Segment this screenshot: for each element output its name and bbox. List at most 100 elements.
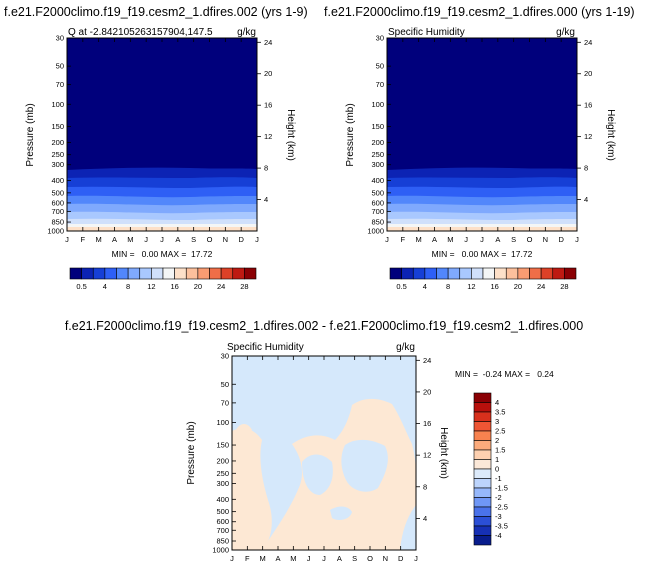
panel-b-colorbar-swatch bbox=[471, 267, 484, 280]
panel-c-colorbar-label: -1 bbox=[495, 474, 502, 483]
panel-b-pressure-tick-label: 30 bbox=[376, 34, 384, 43]
panel-a-colorbar-swatch bbox=[162, 267, 175, 280]
panel-b-pressure-tick-label: 1000 bbox=[367, 227, 384, 236]
panel-a-colorbar-swatch bbox=[127, 267, 141, 280]
panel-a-pressure-tick-label: 200 bbox=[51, 138, 64, 147]
panel-a-colorbar-swatch bbox=[185, 267, 199, 280]
panel-b-pressure-tick-label: 200 bbox=[371, 138, 384, 147]
panel-b-colorbar-swatch bbox=[517, 267, 530, 280]
panel-a-month-tick-label: D bbox=[238, 235, 244, 244]
panel-a-colorbar-label: 20 bbox=[194, 282, 202, 291]
panel-b-height-tick-label: 8 bbox=[584, 164, 588, 173]
panel-c-colorbar-swatch bbox=[473, 411, 492, 422]
panel-c-colorbar-label: -2.5 bbox=[495, 503, 508, 512]
panel-b-pressure-tick-label: 600 bbox=[371, 198, 384, 207]
panel-c-min-max: MIN = -0.24 MAX = 0.24 bbox=[455, 369, 554, 379]
panel-c-colorbar: 43.532.521.510-1-1.5-2-2.5-3-3.5-4 bbox=[473, 392, 508, 546]
panel-b-month-tick-label: N bbox=[543, 235, 548, 244]
panel-c-month-tick-label: O bbox=[367, 554, 373, 563]
panel-a-colorbar-swatch bbox=[197, 267, 210, 280]
panel-c-colorbar-label: -3 bbox=[495, 512, 502, 521]
panel-b-colorbar-label: 0.5 bbox=[396, 282, 406, 291]
panel-c-title: f.e21.F2000climo.f19_f19.cesm2_1.dfires.… bbox=[65, 319, 583, 333]
panel-b-subtitle: Specific Humidity bbox=[388, 27, 465, 38]
panel-b-pressure-tick-label: 850 bbox=[371, 218, 384, 227]
panel-c-colorbar-label: 1 bbox=[495, 455, 499, 464]
panel-c-pressure-tick-label: 300 bbox=[216, 479, 229, 488]
panel-c-pressure-tick-label: 850 bbox=[216, 537, 229, 546]
panel-b-height-tick-label: 16 bbox=[584, 101, 592, 110]
panel-a-pressure-tick-label: 1000 bbox=[47, 227, 64, 236]
panel-b-ylabel-right: Height (km) bbox=[605, 109, 616, 161]
panel-c-anomaly-2 bbox=[262, 398, 416, 550]
panel-b-min-max: MIN = 0.00 MAX = 17.72 bbox=[432, 249, 533, 259]
panel-b-colorbar-swatch bbox=[389, 267, 402, 280]
panel-c-colorbar-label: -1.5 bbox=[495, 484, 508, 493]
panel-a-title: f.e21.F2000climo.f19_f19.cesm2_1.dfires.… bbox=[4, 5, 308, 19]
panel-b-month-tick-label: J bbox=[480, 235, 484, 244]
panel-c-plot bbox=[232, 356, 416, 550]
panel-a-pressure-tick-label: 70 bbox=[56, 80, 64, 89]
panel-c-colorbar-label: 2 bbox=[495, 436, 499, 445]
panel-b-colorbar-label: 12 bbox=[467, 282, 475, 291]
panel-c-colorbar-swatch bbox=[473, 497, 492, 508]
panel-a-height-tick-label: 12 bbox=[264, 132, 272, 141]
panel-b-colorbar-swatch bbox=[529, 267, 542, 280]
panel-b-colorbar-label: 28 bbox=[560, 282, 568, 291]
panel-a-pressure-tick-label: 30 bbox=[56, 34, 64, 43]
panel-a-ylabel-right: Height (km) bbox=[285, 109, 296, 161]
panel-b-month-tick-label: M bbox=[447, 235, 453, 244]
panel-c-month-tick-label: D bbox=[398, 554, 404, 563]
panel-c-colorbar-label: 2.5 bbox=[495, 427, 505, 436]
panel-a-subtitle: Q at -2.842105263157904,147.5 bbox=[68, 27, 213, 38]
panel-a-height-tick-label: 20 bbox=[264, 69, 272, 78]
panel-b-pressure-tick-label: 50 bbox=[376, 62, 384, 71]
panel-a-pressure-tick-label: 500 bbox=[51, 188, 64, 197]
panel-a-colorbar-swatch bbox=[244, 267, 257, 280]
panel-a-colorbar-swatch bbox=[151, 267, 164, 280]
panel-a-ylabel: Pressure (mb) bbox=[25, 103, 36, 166]
panel-c-colorbar-swatch bbox=[473, 430, 492, 441]
panel-a-pressure-tick-label: 600 bbox=[51, 198, 64, 207]
panel-c-pressure-tick-label: 1000 bbox=[212, 546, 229, 555]
panel-b-month-tick-label: J bbox=[385, 235, 389, 244]
panel-b-colorbar-swatch bbox=[505, 267, 519, 280]
panel-c-pressure-tick-label: 250 bbox=[216, 469, 229, 478]
panel-a-colorbar-label: 28 bbox=[240, 282, 248, 291]
panel-c-pressure-tick-label: 70 bbox=[221, 398, 229, 407]
panel-c-colorbar-swatch bbox=[473, 535, 492, 546]
panel-c-subtitle: Specific Humidity bbox=[227, 342, 304, 353]
panel-c-colorbar-swatch bbox=[473, 478, 492, 489]
panel-a-height-tick-label: 16 bbox=[264, 101, 272, 110]
panel-c-month-tick-label: S bbox=[352, 554, 357, 563]
panel-a-colorbar-label: 4 bbox=[103, 282, 107, 291]
panel-c-height-tick-label: 16 bbox=[423, 419, 431, 428]
panel-c-pressure-tick-label: 600 bbox=[216, 517, 229, 526]
panel-a-colorbar-swatch bbox=[220, 267, 234, 280]
panel-c-month-tick-label: M bbox=[260, 554, 266, 563]
panel-a-min-max: MIN = 0.00 MAX = 17.72 bbox=[112, 249, 213, 259]
panel-a-pressure-tick-label: 250 bbox=[51, 150, 64, 159]
panel-b-month-tick-label: O bbox=[527, 235, 533, 244]
panel-b-colorbar: 0.5 4 8 12 16 20 24 28 bbox=[389, 267, 577, 291]
panel-a-month-tick-label: N bbox=[223, 235, 228, 244]
panel-a-pressure-tick-label: 150 bbox=[51, 122, 64, 131]
panel-b-colorbar-swatch bbox=[424, 267, 437, 280]
panel-b-month-tick-label: F bbox=[401, 235, 406, 244]
panel-b-colorbar-swatch bbox=[482, 267, 495, 280]
panel-c-anomaly-3 bbox=[236, 424, 252, 435]
panel-a-colorbar-label: 16 bbox=[170, 282, 178, 291]
panel-a-colorbar: 0.5 4 8 12 16 20 24 28 bbox=[69, 267, 257, 291]
panel-c-month-tick-label: J bbox=[414, 554, 418, 563]
panel-c-month-tick-label: J bbox=[307, 554, 311, 563]
panel-c-pressure-tick-label: 100 bbox=[216, 418, 229, 427]
panel-c-month-tick-label: N bbox=[383, 554, 388, 563]
panel-b-pressure-tick-label: 150 bbox=[371, 122, 384, 131]
panel-a-month-tick-label: S bbox=[191, 235, 196, 244]
panel-a-colorbar-swatch bbox=[69, 267, 82, 280]
panel-c-colorbar-label: 3.5 bbox=[495, 408, 505, 417]
panel-a-pressure-tick-label: 400 bbox=[51, 176, 64, 185]
panel-b-month-tick-label: S bbox=[511, 235, 516, 244]
